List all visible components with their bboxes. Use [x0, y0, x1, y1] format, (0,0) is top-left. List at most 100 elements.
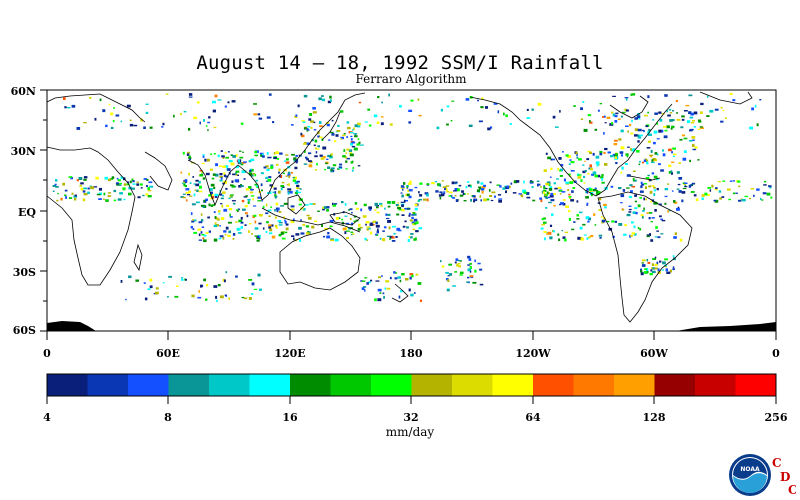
rain-pixel [664, 129, 668, 132]
rain-pixel [278, 211, 282, 213]
rain-pixel [324, 228, 329, 230]
rain-pixel [499, 185, 502, 188]
rain-pixel [55, 179, 58, 182]
rain-pixel [284, 219, 286, 222]
rain-pixel [656, 230, 659, 232]
rain-pixel [636, 115, 641, 119]
rain-pixel [79, 184, 82, 187]
rain-pixel [283, 202, 288, 205]
rain-pixel [191, 203, 196, 206]
rain-pixel [599, 152, 603, 156]
rain-pixel [359, 144, 364, 146]
rain-pixel [646, 161, 649, 165]
rain-pixel [277, 220, 282, 222]
rain-pixel [671, 161, 675, 163]
rain-pixel [257, 200, 262, 202]
rain-pixel [249, 223, 252, 225]
rain-pixel [324, 168, 327, 171]
rain-pixel [358, 141, 361, 144]
rain-pixel [657, 236, 661, 239]
rain-pixel [654, 256, 657, 259]
rain-pixel [448, 273, 453, 276]
rain-pixel [288, 183, 290, 187]
rain-pixel [356, 125, 361, 128]
rain-pixel [552, 115, 556, 119]
rain-pixel [117, 179, 121, 182]
rain-pixel [270, 164, 274, 167]
rain-pixel [624, 97, 629, 99]
rain-pixel [573, 221, 576, 223]
rain-pixel [303, 143, 307, 145]
rain-pixel [319, 125, 323, 127]
rain-pixel [477, 99, 479, 102]
rain-pixel [522, 189, 527, 192]
rain-pixel [337, 168, 340, 170]
rain-pixel [585, 196, 589, 199]
rain-pixel [559, 175, 563, 177]
rain-pixel [56, 199, 59, 202]
rain-pixel [213, 186, 216, 190]
rain-pixel [270, 224, 274, 227]
rain-pixel [89, 185, 93, 187]
rain-pixel [277, 190, 281, 194]
rain-pixel [599, 237, 602, 239]
rain-pixel [490, 199, 494, 202]
rain-pixel [408, 189, 413, 192]
rain-pixel [766, 192, 771, 196]
rain-pixel [681, 115, 685, 118]
rain-pixel [291, 153, 295, 156]
rain-pixel [651, 267, 655, 270]
rain-pixel [205, 298, 208, 301]
rain-pixel [318, 121, 322, 124]
colorbar [47, 374, 777, 396]
rain-pixel [147, 190, 152, 192]
rain-pixel [367, 108, 371, 111]
rain-pixel [643, 207, 645, 211]
rain-pixel [625, 125, 629, 127]
rain-pixel [285, 227, 289, 231]
rain-pixel [649, 154, 654, 157]
rain-pixel [729, 180, 733, 182]
rain-pixel [319, 154, 323, 157]
rain-pixel [303, 127, 307, 130]
rain-pixel [205, 172, 210, 176]
rain-pixel [704, 192, 708, 196]
rain-pixel [180, 112, 182, 116]
rain-pixel [691, 182, 696, 185]
rain-pixel [545, 152, 548, 155]
rain-pixel [357, 122, 361, 126]
rain-pixel [312, 111, 317, 114]
rain-pixel [388, 226, 391, 230]
rain-pixel [448, 195, 451, 197]
rain-pixel [714, 199, 719, 203]
rain-pixel [607, 151, 611, 154]
rain-pixel [386, 287, 391, 290]
rain-pixel [681, 191, 686, 194]
rain-pixel [391, 225, 396, 228]
rain-pixel [417, 98, 420, 101]
colorbar-unit-label: mm/day [385, 425, 435, 439]
rain-pixel [364, 121, 368, 123]
rain-pixel [668, 209, 671, 212]
rain-pixel [540, 227, 544, 230]
rain-pixel [275, 163, 279, 166]
rain-pixel [327, 232, 330, 235]
rain-pixel [230, 154, 233, 156]
rain-pixel [306, 130, 309, 132]
rain-pixel [653, 267, 658, 270]
rain-pixel [295, 233, 300, 236]
rain-pixel [672, 255, 675, 257]
rain-pixel [270, 206, 272, 208]
rain-pixel [663, 126, 667, 128]
rain-pixel [270, 156, 272, 159]
rain-pixel [512, 192, 517, 194]
rain-pixel [620, 154, 623, 157]
rain-pixel [248, 160, 252, 163]
rain-pixel [437, 183, 440, 187]
rain-pixel [546, 191, 549, 195]
rain-pixel [322, 206, 325, 209]
rain-pixel [133, 124, 138, 127]
rain-pixel [280, 185, 284, 188]
rain-pixel [238, 159, 240, 163]
rain-pixel [531, 186, 534, 189]
